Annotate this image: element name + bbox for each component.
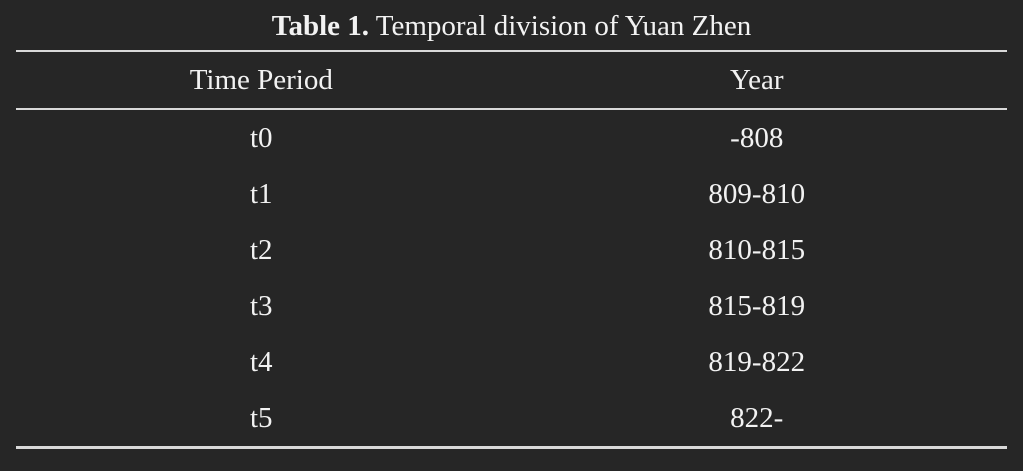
- period-cell: t2: [249, 233, 273, 266]
- year-cell: -808: [730, 121, 784, 154]
- year-cell: 822-: [730, 401, 784, 434]
- table-row: t5 822-: [16, 390, 1007, 448]
- year-cell: 809-810: [708, 177, 806, 210]
- period-cell: t3: [249, 289, 273, 322]
- table-row: t0 -808: [16, 109, 1007, 166]
- period-cell: t0: [249, 121, 273, 154]
- table-caption-label: Table 1.: [271, 10, 370, 42]
- table-row: t3 815-819: [16, 278, 1007, 334]
- column-header-time-period: Time Period: [16, 51, 507, 110]
- header-row: Time Period Year: [16, 51, 1007, 110]
- table-caption: Table 1. Temporal division of Yuan Zhen: [0, 0, 1023, 50]
- column-header-year: Year: [506, 51, 1007, 110]
- period-cell: t5: [249, 401, 273, 434]
- year-cell: 819-822: [708, 345, 806, 378]
- table-row: t4 819-822: [16, 334, 1007, 390]
- year-cell: 810-815: [708, 233, 806, 266]
- table-container: Time Period Year t0 -808 t1 809-810 t2 8…: [16, 50, 1007, 449]
- period-cell: t1: [249, 177, 273, 210]
- table-caption-text: Temporal division of Yuan Zhen: [375, 10, 752, 42]
- temporal-division-table: Time Period Year t0 -808 t1 809-810 t2 8…: [16, 50, 1007, 449]
- year-cell: 815-819: [708, 289, 806, 322]
- table-row: t2 810-815: [16, 222, 1007, 278]
- table-row: t1 809-810: [16, 166, 1007, 222]
- period-cell: t4: [249, 345, 273, 378]
